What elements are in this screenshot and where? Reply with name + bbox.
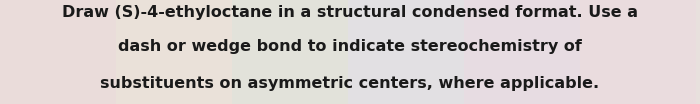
Text: substituents on asymmetric centers, where applicable.: substituents on asymmetric centers, wher… bbox=[100, 76, 600, 91]
Text: dash or wedge bond to indicate stereochemistry of: dash or wedge bond to indicate stereoche… bbox=[118, 39, 582, 54]
Text: Draw (S)-4-ethyloctane in a structural condensed format. Use a: Draw (S)-4-ethyloctane in a structural c… bbox=[62, 5, 638, 20]
